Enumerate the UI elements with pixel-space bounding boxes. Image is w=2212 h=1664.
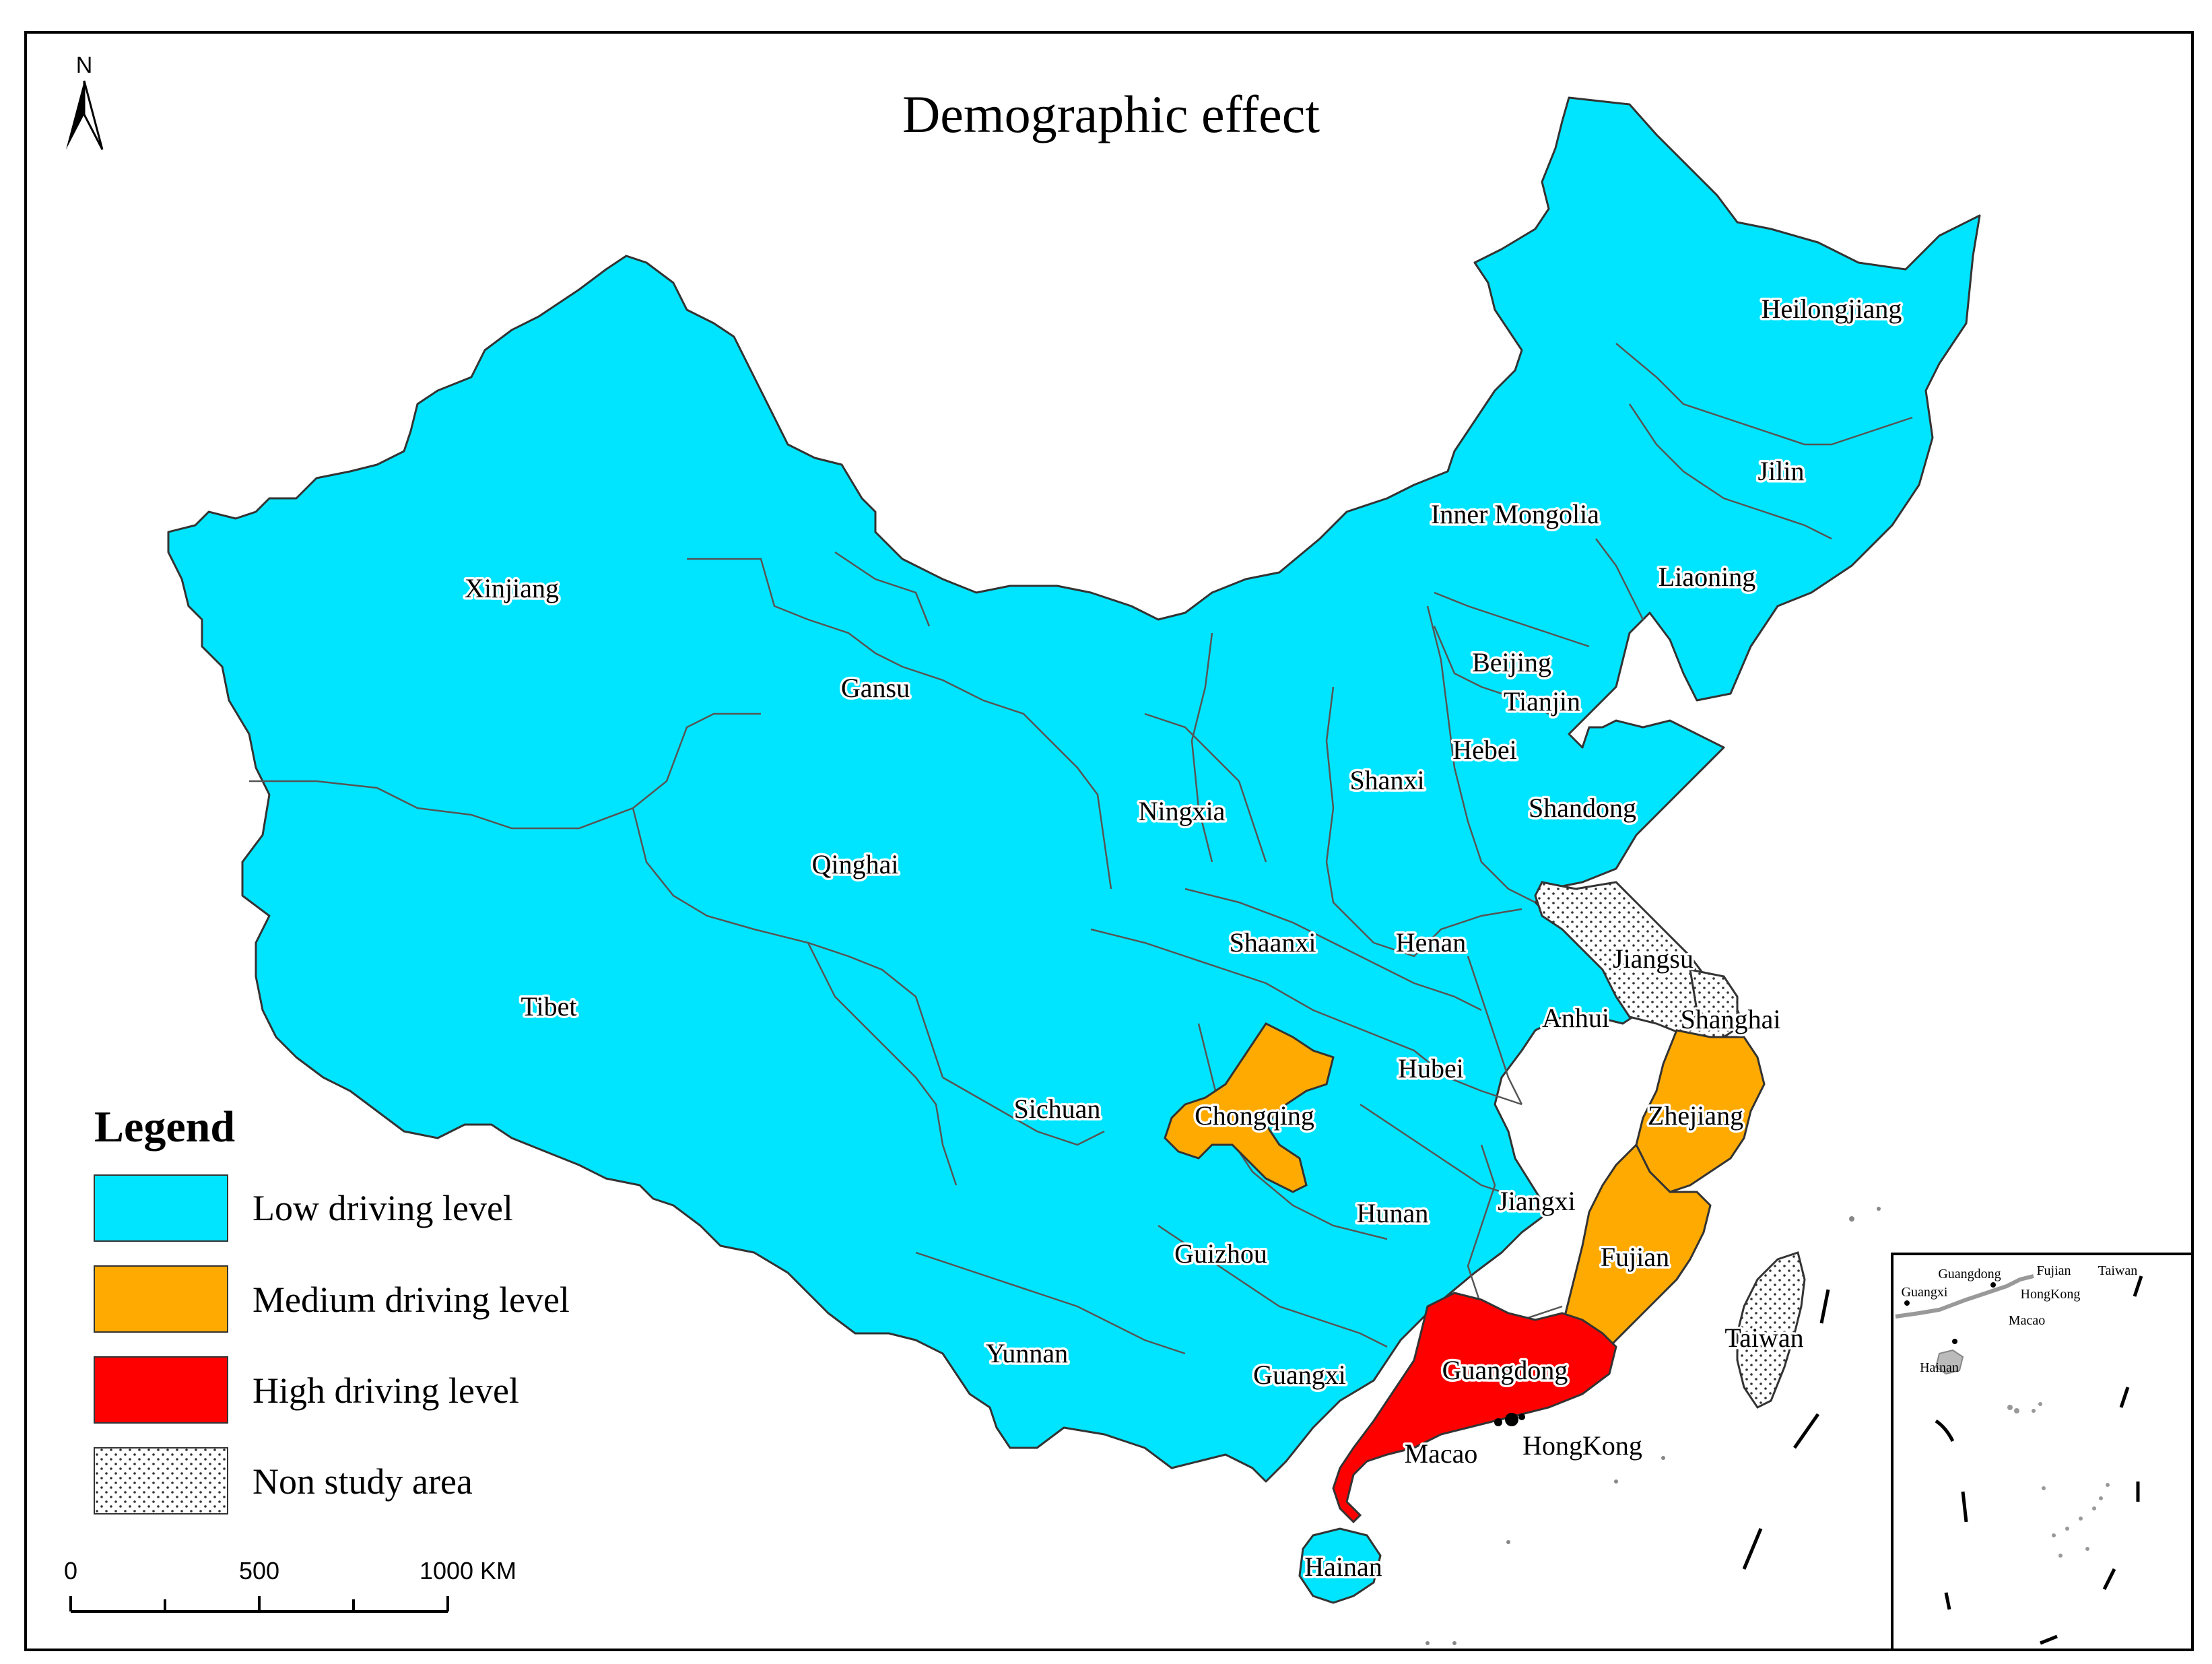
inset-frame <box>1891 1253 2194 1651</box>
inset-map: Guangdong Fujian Taiwan Guangxi HongKong… <box>1891 1253 2194 1651</box>
label-hubei: Hubei <box>1398 1053 1464 1084</box>
fujian-shape <box>1561 1143 1712 1355</box>
label-hebei: Hebei <box>1452 735 1517 765</box>
hainan-shape <box>1298 1527 1382 1604</box>
label-liaoning: Liaoning <box>1658 562 1755 592</box>
scale-tick-1000: 1000 KM <box>420 1557 516 1585</box>
label-shaanxi: Shaanxi <box>1230 927 1316 958</box>
inset-hainan <box>1935 1349 1964 1375</box>
china-mainland-shape <box>167 96 1981 1483</box>
hongkong-macao-marks <box>1494 1413 1525 1426</box>
label-jiangxi: Jiangxi <box>1498 1186 1576 1216</box>
inset-islands <box>2007 1402 2110 1558</box>
label-shandong: Shandong <box>1529 793 1636 823</box>
coastal-islands <box>1426 1207 1881 1645</box>
inset-label-macao: Macao <box>2009 1313 2045 1328</box>
label-shanxi: Shanxi <box>1349 765 1424 795</box>
north-label: N <box>76 53 93 78</box>
zhejiang-shape <box>1635 1029 1766 1193</box>
scale-bar: 0 500 1000 KM <box>64 1557 516 1613</box>
inset-label-guangxi: Guangxi <box>1902 1285 1948 1300</box>
label-inner-mongolia: Inner Mongolia <box>1431 499 1599 529</box>
legend-label-medium: Medium driving level <box>253 1279 570 1320</box>
legend-label-high: High driving level <box>253 1370 519 1411</box>
label-shanghai: Shanghai <box>1681 1004 1781 1034</box>
label-ningxia: Ningxia <box>1139 796 1226 826</box>
label-tibet: Tibet <box>521 991 576 1022</box>
legend-swatch-low <box>94 1174 228 1242</box>
label-guangxi: Guangxi <box>1253 1360 1346 1390</box>
shanghai-shape <box>1689 968 1739 1025</box>
inset-label-hongkong: HongKong <box>2021 1287 2081 1302</box>
china-map: Heilongjiang Jilin Inner Mongolia Liaoni… <box>167 96 1981 1645</box>
inset-label-fujian: Fujian <box>2036 1263 2071 1278</box>
legend-label-low: Low driving level <box>253 1188 513 1228</box>
label-zhejiang: Zhejiang <box>1648 1100 1743 1131</box>
label-tianjin: Tianjin <box>1504 686 1580 717</box>
legend-swatch-high <box>94 1356 228 1424</box>
legend-swatch-non-study <box>94 1447 228 1515</box>
inset-coastline <box>1895 1274 2034 1319</box>
label-gansu: Gansu <box>841 673 910 703</box>
label-guizhou: Guizhou <box>1174 1238 1267 1269</box>
province-borders <box>249 343 1913 1355</box>
north-arrow-icon: N <box>66 53 104 150</box>
inset-label-guangdong: Guangdong <box>1938 1267 2001 1282</box>
label-sichuan: Sichuan <box>1014 1094 1101 1124</box>
legend-label-non-study: Non study area <box>253 1461 473 1502</box>
map-title: Demographic effect <box>902 85 1320 143</box>
inset-label-taiwan: Taiwan <box>2098 1263 2138 1278</box>
label-heilongjiang: Heilongjiang <box>1762 294 1902 324</box>
guangdong-shape <box>1332 1292 1617 1524</box>
label-hainan: Hainan <box>1304 1552 1382 1582</box>
scale-tick-500: 500 <box>239 1557 279 1585</box>
inset-label-hainan: Hainan <box>1920 1360 1959 1375</box>
label-fujian: Fujian <box>1601 1242 1669 1272</box>
label-guangdong: Guangdong <box>1442 1355 1568 1385</box>
legend-swatch-medium <box>94 1265 228 1333</box>
label-xinjiang: Xinjiang <box>465 573 559 603</box>
province-labels: Heilongjiang Jilin Inner Mongolia Liaoni… <box>463 292 1904 1585</box>
label-henan: Henan <box>1396 927 1466 958</box>
scale-tick-0: 0 <box>64 1557 77 1585</box>
sea-boundary-dashes <box>1742 1289 1830 1570</box>
inset-labels: Guangdong Fujian Taiwan Guangxi HongKong… <box>1902 1263 2138 1375</box>
label-anhui: Anhui <box>1542 1003 1609 1033</box>
label-taiwan: Taiwan <box>1724 1323 1803 1353</box>
label-hunan: Hunan <box>1357 1198 1429 1228</box>
inset-dashes <box>1935 1275 2143 1645</box>
chongqing-shape <box>1164 1022 1335 1193</box>
legend: Legend Low driving level Medium driving … <box>94 1102 570 1515</box>
label-jiangsu: Jiangsu <box>1613 943 1694 974</box>
label-beijing: Beijing <box>1472 647 1551 677</box>
label-chongqing: Chongqing <box>1195 1100 1314 1131</box>
legend-title: Legend <box>94 1102 235 1152</box>
label-macao: Macao <box>1405 1438 1478 1469</box>
label-yunnan: Yunnan <box>986 1338 1068 1368</box>
label-jilin: Jilin <box>1758 456 1805 486</box>
label-hongkong: HongKong <box>1522 1430 1642 1461</box>
label-qinghai: Qinghai <box>812 849 899 879</box>
taiwan-shape <box>1736 1251 1806 1409</box>
